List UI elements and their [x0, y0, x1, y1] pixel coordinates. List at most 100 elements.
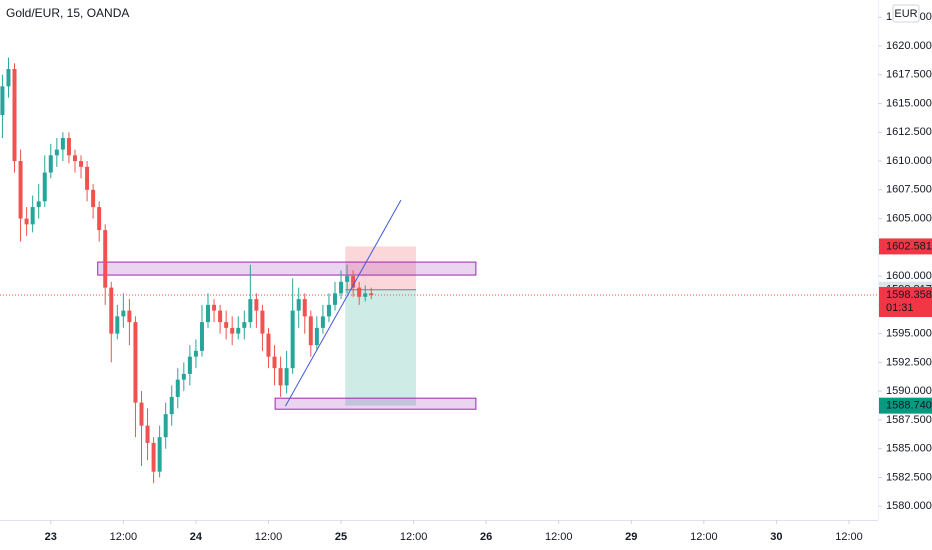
chart-title: Gold/EUR, 15, OANDA: [6, 6, 129, 20]
candle-body: [133, 322, 138, 403]
y-tick-label: 1582.500: [886, 471, 932, 483]
candle-body: [181, 373, 186, 380]
candle-body: [97, 207, 102, 231]
x-tick-label: 30: [770, 531, 782, 543]
candle-body: [254, 299, 259, 311]
candle-body: [30, 207, 35, 225]
candle-body: [236, 327, 241, 334]
candle-body: [175, 379, 180, 397]
x-tick-label: 25: [335, 531, 347, 543]
y-tick-label: 1607.500: [886, 184, 932, 196]
candle-body: [302, 299, 307, 317]
candle-body: [12, 69, 17, 162]
candle-body: [187, 356, 192, 374]
candle-body: [339, 281, 344, 294]
stop-label: 1602.581: [886, 240, 932, 252]
y-tick-label: 1605.000: [886, 212, 932, 224]
candle-body: [24, 218, 29, 225]
candle-body: [218, 310, 223, 323]
candle-body: [332, 293, 337, 305]
x-tick-label: 12:00: [110, 531, 138, 543]
candle-body: [224, 322, 229, 328]
candle-body: [320, 316, 325, 328]
candle-body: [145, 425, 150, 443]
x-tick-label: 26: [480, 531, 492, 543]
x-tick-label: 23: [45, 531, 57, 543]
countdown: 01:31: [886, 302, 914, 314]
candle-body: [91, 189, 96, 208]
target-zone: [345, 289, 417, 406]
candle-body: [248, 299, 253, 323]
candle-body: [326, 304, 331, 317]
candle-body: [42, 172, 47, 202]
candle-body: [121, 310, 126, 317]
candle-body: [212, 304, 217, 311]
candle-body: [278, 368, 283, 386]
x-tick-label: 12:00: [255, 531, 283, 543]
y-tick-label: 1590.000: [886, 385, 932, 397]
zone: [274, 397, 477, 410]
x-tick-label: 12:00: [835, 531, 863, 543]
y-tick-label: 1612.500: [886, 126, 932, 138]
y-tick-label: 1585.000: [886, 443, 932, 455]
candle-body: [0, 86, 5, 116]
y-tick-label: 1610.000: [886, 155, 932, 167]
y-tick-label: 1617.500: [886, 69, 932, 81]
candle-body: [115, 316, 120, 334]
candle-body: [266, 333, 271, 357]
candle-body: [290, 310, 295, 369]
candle-body: [169, 396, 174, 415]
candle-body: [242, 322, 247, 328]
y-tick-label: 1587.500: [886, 414, 932, 426]
candle-body: [139, 402, 144, 426]
candle-body: [48, 155, 53, 173]
last-price-label-box: [879, 286, 932, 317]
candle-body: [127, 310, 132, 323]
candle-body: [157, 437, 162, 472]
x-tick-label: 12:00: [400, 531, 428, 543]
y-tick-label: 1580.000: [886, 500, 932, 512]
candle-body: [18, 161, 23, 219]
candle-body: [103, 230, 108, 288]
candle-body: [230, 327, 235, 334]
zone: [97, 261, 477, 276]
candle-body: [369, 293, 374, 295]
candle-body: [85, 166, 90, 190]
candle-body: [308, 316, 313, 346]
candle-body: [79, 161, 84, 167]
candle-body: [351, 276, 356, 288]
candle-body: [260, 310, 265, 334]
candle-body: [296, 299, 301, 311]
y-tick-label: 1620.000: [886, 40, 932, 52]
target-label-box: [879, 397, 932, 414]
x-tick-label: 29: [625, 531, 637, 543]
candle-body: [163, 414, 168, 438]
candle-body: [193, 350, 198, 357]
last-price-label: 1598.358: [886, 289, 932, 301]
target-label: 1588.740: [886, 400, 932, 412]
stop-zone: [345, 246, 417, 290]
currency-box: [892, 4, 920, 23]
x-tick-label: 12:00: [690, 531, 718, 543]
y-tick-label: 1595.000: [886, 328, 932, 340]
candle-body: [109, 287, 114, 334]
candle-body: [272, 356, 277, 369]
candle-body: [60, 138, 65, 150]
y-tick-label: 1592.500: [886, 356, 932, 368]
candle-body: [206, 304, 211, 323]
candle-body: [345, 276, 350, 282]
candle-body: [6, 69, 11, 87]
candle-body: [72, 155, 77, 162]
y-tick-label: 1615.000: [886, 97, 932, 109]
candle-body: [284, 368, 289, 386]
candle-body: [66, 138, 71, 156]
candle-body: [357, 287, 362, 297]
x-tick-label: 24: [190, 531, 203, 543]
x-tick-label: 12:00: [545, 531, 573, 543]
candle-body: [54, 149, 59, 156]
candle-body: [199, 322, 204, 351]
y-tick-label: 1600.000: [886, 270, 932, 282]
candle-body: [314, 327, 319, 346]
